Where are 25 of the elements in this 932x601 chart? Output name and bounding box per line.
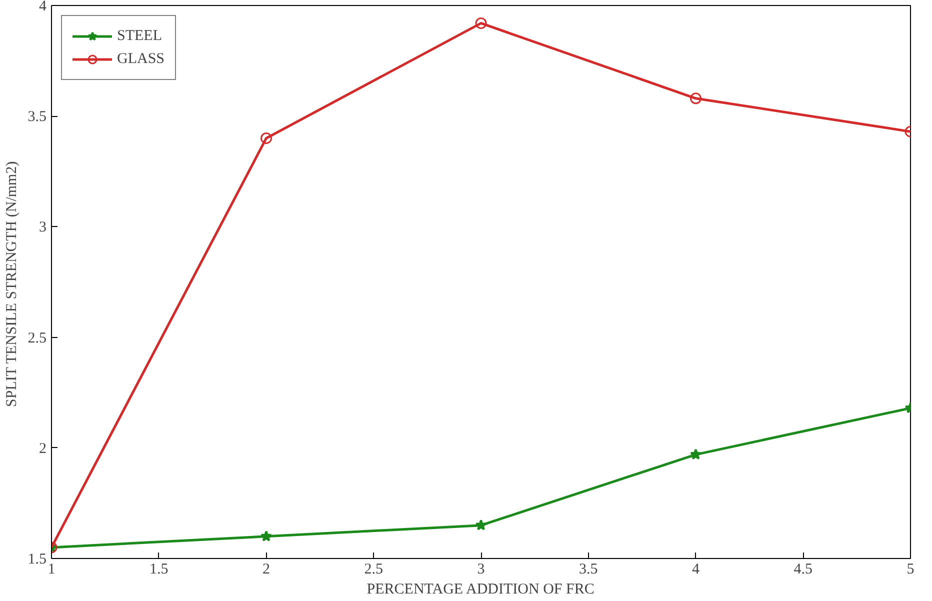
point — [260, 530, 272, 542]
x-tick-label: 5 — [906, 562, 914, 578]
y-tick-label: 2 — [39, 440, 46, 457]
point — [690, 448, 702, 460]
y-tick-label: 2.5 — [28, 330, 46, 346]
y-tick-label: 3.5 — [28, 109, 46, 126]
y-axis-title: SPLIT TENSILE STRENGTH (N/mm2) — [4, 161, 20, 407]
y-tick-label: 4 — [39, 0, 47, 14]
legend-label: GLASS — [117, 50, 165, 68]
y-tick-label: 3 — [39, 220, 46, 236]
x-tick-label: 2 — [262, 562, 270, 578]
x-tick-label: 3.5 — [579, 562, 598, 578]
point — [260, 132, 272, 144]
x-tick-label: 3 — [477, 562, 485, 578]
x-axis-title: PERCENTAGE ADDITION OF FRC — [366, 582, 594, 598]
x-tick-label: 2.5 — [364, 562, 383, 578]
x-tick-label: 4.5 — [794, 562, 812, 578]
legend-label: STEEL — [117, 28, 162, 44]
y-tick-label: 1.5 — [28, 552, 46, 568]
point — [475, 519, 487, 530]
point — [690, 92, 702, 104]
point — [475, 17, 487, 29]
x-tick-label: 1.5 — [150, 562, 168, 578]
x-tick-label: 1 — [48, 562, 56, 578]
x-tick-label: 4 — [692, 562, 700, 578]
